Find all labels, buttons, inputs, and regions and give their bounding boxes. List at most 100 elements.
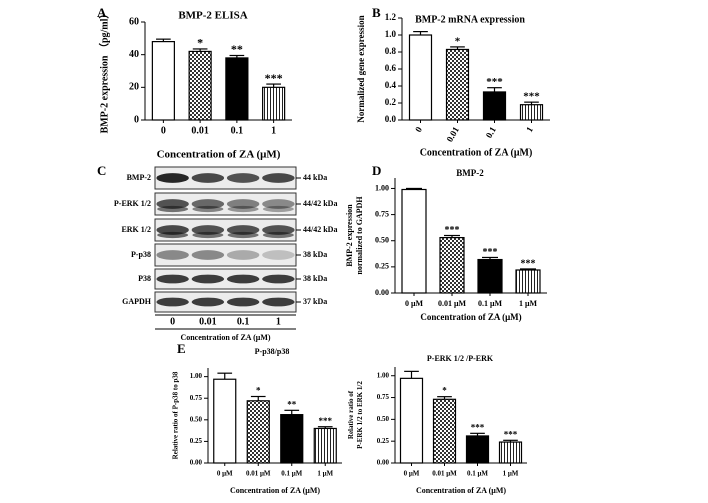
bar — [262, 86, 286, 121]
bar — [280, 414, 304, 464]
significance-label: *** — [504, 429, 518, 439]
blot-row-label: P-p38 — [131, 250, 151, 259]
y-axis-label: BMP-2 expression （pg/ml） — [97, 9, 110, 134]
blot-band — [191, 173, 225, 183]
y-tick-label: 0.50 — [375, 236, 389, 245]
y-tick-label: 0.75 — [190, 394, 203, 402]
significance-label: *** — [319, 416, 333, 426]
blot-band — [191, 199, 225, 209]
x-tick-label: 0.1 μM — [467, 470, 488, 478]
bar — [151, 40, 175, 121]
lane-label: 0.1 — [237, 316, 250, 327]
x-axis-label: Concentration of ZA (μM) — [420, 147, 533, 158]
blot-band — [262, 173, 295, 183]
y-tick-label: 1.0 — [385, 29, 397, 39]
x-axis-label: Concentration of ZA (μM) — [420, 312, 521, 322]
blot-band — [191, 250, 225, 260]
panel-label: C — [97, 163, 106, 178]
x-tick-label: 0.1 — [231, 125, 244, 136]
blot-size-label: 37 kDa — [303, 297, 327, 306]
blot-band — [227, 205, 259, 213]
y-tick-label: 0.8 — [385, 46, 397, 56]
x-tick-label: 1 μM — [519, 299, 538, 308]
bar — [313, 427, 337, 464]
x-tick-label: 0.01 — [444, 125, 461, 144]
y-tick-label: 0.00 — [190, 459, 203, 467]
x-tick-label: 0 — [413, 125, 424, 134]
significance-label: *** — [265, 71, 283, 85]
y-tick-label: 0.25 — [377, 437, 390, 445]
x-tick-label: 0.01 μM — [432, 470, 457, 478]
y-tick-label: 0.2 — [385, 97, 397, 107]
chart-title: BMP-2 mRNA expression — [415, 14, 525, 25]
significance-label: * — [442, 386, 447, 396]
y-tick-label: 0.6 — [385, 63, 397, 73]
y-tick-label: 1.00 — [190, 372, 203, 380]
y-tick-label: 0.25 — [375, 262, 389, 271]
blot-row-label: P38 — [138, 274, 151, 283]
blot-row-label: BMP-2 — [127, 173, 151, 182]
blot-band — [262, 274, 295, 284]
blot-band — [227, 231, 259, 239]
x-tick-label: 0 μM — [217, 470, 233, 478]
blot-band — [262, 250, 295, 260]
y-tick-label: 40 — [129, 49, 139, 60]
y-tick-label: 0.0 — [385, 114, 397, 124]
bar — [465, 435, 490, 464]
bar — [439, 236, 465, 294]
blot-size-label: 38 kDa — [303, 250, 327, 259]
y-axis-label: BMP-2 expression — [345, 204, 354, 267]
blot-band — [226, 274, 260, 284]
y-tick-label: 1.00 — [375, 183, 389, 192]
y-tick-label: 60 — [129, 16, 139, 27]
blot-band — [156, 274, 189, 284]
blot-band — [157, 231, 189, 239]
x-tick-label: 0.01 μM — [246, 470, 271, 478]
blot-row-label: GAPDH — [122, 297, 152, 306]
chart-title: BMP-2 — [456, 168, 484, 178]
lane-label: 0.01 — [199, 316, 217, 327]
y-axis-label: Normalized gene expression — [356, 15, 366, 122]
significance-label: *** — [523, 91, 540, 103]
bar — [246, 400, 270, 464]
blot-band — [226, 173, 260, 183]
blot-band — [226, 199, 260, 209]
significance-label: * — [455, 35, 461, 47]
blot-row-label: P-ERK 1/2 — [114, 199, 151, 208]
bar — [519, 104, 544, 121]
blot-band — [192, 205, 224, 213]
chart-title: P-p38/p38 — [255, 347, 290, 356]
panel-label: B — [372, 5, 381, 20]
bar — [213, 378, 237, 464]
significance-label: ** — [231, 42, 243, 56]
significance-label: * — [197, 36, 203, 50]
y-tick-label: 1.2 — [385, 12, 397, 22]
y-tick-label: 0.75 — [375, 209, 389, 218]
x-tick-label: 0.1 μM — [478, 299, 503, 308]
chart-title: P-ERK 1/2 /P-ERK — [427, 354, 494, 363]
significance-label: *** — [471, 422, 485, 432]
y-tick-label: 0.25 — [190, 437, 203, 445]
blot-band — [262, 205, 294, 213]
blot-size-label: 44/42 kDa — [303, 225, 337, 234]
bar — [399, 377, 424, 464]
y-tick-label: 0.50 — [190, 415, 203, 423]
bar — [445, 48, 470, 121]
x-tick-label: 0 μM — [404, 470, 420, 478]
blot-band — [226, 250, 260, 260]
blot-size-label: 44 kDa — [303, 173, 327, 182]
bar — [482, 91, 507, 121]
bar — [401, 188, 427, 294]
blot-band — [191, 297, 225, 307]
y-axis-label: Relative ratio of P-p38 to p38 — [172, 371, 180, 459]
x-tick-label: 0.1 μM — [281, 470, 302, 478]
blot-size-label: 38 kDa — [303, 274, 327, 283]
x-axis-label: Concentration of ZA (μM) — [416, 486, 506, 495]
x-tick-label: 1 — [271, 125, 276, 136]
blot-band — [157, 205, 189, 213]
panel-label: A — [97, 5, 107, 20]
y-tick-label: 0.00 — [375, 288, 389, 297]
x-tick-label: 0.01 — [191, 125, 209, 136]
blot-band — [262, 297, 295, 307]
